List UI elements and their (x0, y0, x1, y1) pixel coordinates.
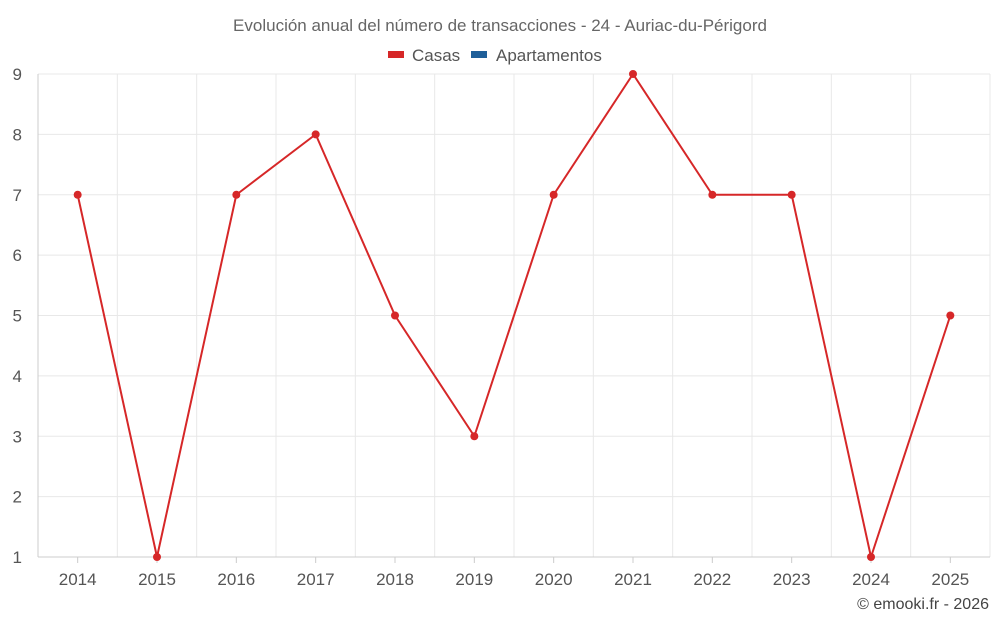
legend-label-casas: Casas (412, 46, 460, 65)
data-point-2014[interactable] (73, 190, 82, 199)
x-tick-label-2018: 2018 (376, 570, 414, 589)
legend-swatch-apartamentos (471, 51, 487, 58)
credit-text: © emooki.fr - 2026 (857, 596, 989, 613)
data-point-2020[interactable] (549, 190, 558, 199)
y-tick-labels: 1 2 3 4 5 6 7 8 9 (13, 65, 22, 567)
grid (37, 73, 991, 557)
data-point-2023[interactable] (787, 190, 796, 199)
data-point-2018[interactable] (391, 311, 399, 320)
y-tick-label-8: 8 (13, 125, 22, 144)
x-tick-labels: 2014 2015 2016 2017 2018 2019 2020 2021 2022 2023… (59, 570, 969, 589)
legend-item-casas[interactable]: Casas (388, 46, 460, 65)
x-tick-label-2016: 2016 (217, 570, 255, 589)
y-tick-label-5: 5 (13, 307, 22, 326)
x-tick-label-2020: 2020 (535, 570, 573, 589)
y-tick-label-1: 1 (13, 548, 22, 567)
y-tick-label-4: 4 (13, 367, 22, 386)
legend-label-apartamentos: Apartamentos (496, 46, 602, 65)
y-tick-label-2: 2 (13, 488, 22, 507)
x-tick-label-2022: 2022 (693, 570, 731, 589)
x-tick-label-2019: 2019 (455, 570, 493, 589)
y-tick-label-9: 9 (13, 65, 22, 84)
data-point-2016[interactable] (232, 190, 241, 199)
x-tick-label-2023: 2023 (773, 570, 811, 589)
series-line-casas (76, 73, 952, 558)
x-tick-label-2014: 2014 (59, 570, 97, 589)
data-point-2025[interactable] (946, 311, 955, 320)
x-tick-label-2024: 2024 (852, 570, 890, 589)
data-point-2017[interactable] (311, 130, 320, 139)
x-tick-label-2021: 2021 (614, 570, 652, 589)
y-tick-label-6: 6 (13, 246, 22, 265)
x-tick-label-2017: 2017 (297, 570, 335, 589)
data-point-2019[interactable] (470, 432, 479, 441)
legend-swatch-casas (388, 51, 404, 58)
x-tick-label-2025: 2025 (931, 570, 969, 589)
legend-item-apartamentos[interactable]: Apartamentos (471, 46, 602, 65)
data-point-2021[interactable] (629, 70, 637, 78)
x-tick-label-2015: 2015 (138, 570, 176, 589)
chart-title: Evolución anual del número de transaccio… (233, 16, 767, 35)
data-point-2024[interactable] (867, 553, 875, 561)
data-point-2022[interactable] (708, 190, 717, 199)
data-point-2015[interactable] (153, 553, 161, 561)
series-casas (73, 70, 955, 561)
y-tick-label-7: 7 (13, 186, 22, 205)
y-tick-label-3: 3 (13, 427, 22, 446)
legend: Casas Apartamentos (388, 46, 602, 65)
